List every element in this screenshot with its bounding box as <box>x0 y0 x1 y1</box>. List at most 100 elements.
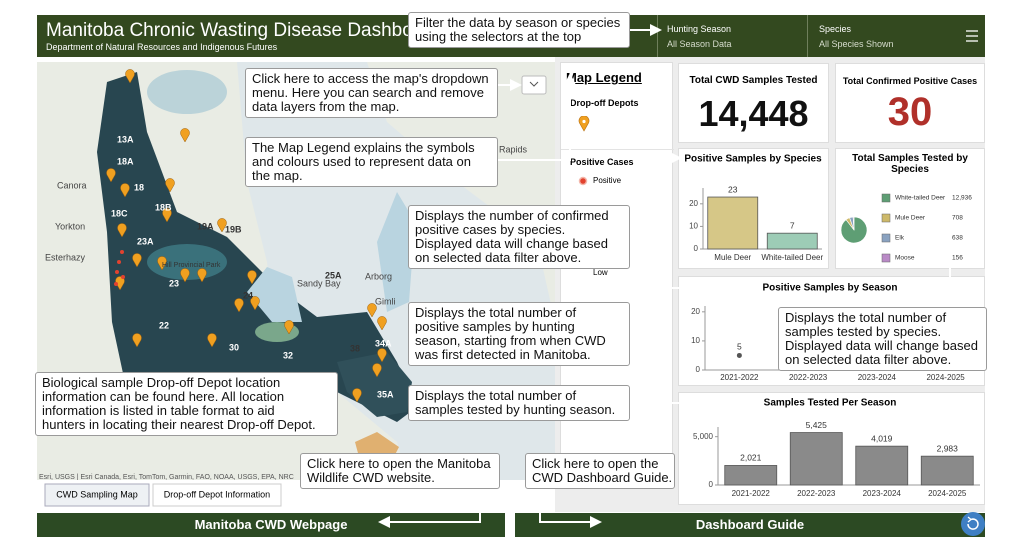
tab[interactable] <box>44 483 150 507</box>
lake <box>377 192 415 312</box>
positive-icon <box>578 176 588 186</box>
data-label: 4,019 <box>871 433 893 443</box>
map-label: 34A <box>375 338 392 348</box>
map-label: Esterhazy <box>45 252 86 262</box>
map-label: Canora <box>57 180 87 190</box>
kpi-title: Total Confirmed Positive Cases <box>842 76 978 86</box>
data-label: 5 <box>737 342 742 352</box>
depot-pin <box>120 183 130 198</box>
tab-label: CWD Sampling Map <box>56 489 138 499</box>
depot-pin <box>106 168 116 183</box>
depot-pin <box>352 388 362 403</box>
season-filter[interactable]: Hunting Season All Season Data <box>657 15 807 57</box>
legend-value: 708 <box>952 215 963 222</box>
kpi-title: Total CWD Samples Tested <box>689 75 818 86</box>
map-label: 19B <box>225 224 242 234</box>
depot-pin <box>284 320 294 335</box>
lake <box>247 267 302 322</box>
legend-swatch <box>881 253 891 263</box>
legend-swatch <box>881 193 891 203</box>
annotation-line: Displays the total number of <box>785 310 947 325</box>
legend-swatch <box>881 213 891 223</box>
map-label: 24 <box>243 290 253 300</box>
heat-spot <box>147 244 227 280</box>
annotation-line: positive cases by species. <box>415 222 566 237</box>
filter-value: All Season Data <box>667 39 732 49</box>
webpage-button[interactable]: Manitoba CWD Webpage <box>37 513 505 537</box>
map-label: 18B <box>155 202 172 212</box>
tab[interactable] <box>152 483 282 507</box>
map-label: 18C <box>111 208 128 218</box>
map-label: Hill Provincial Park <box>162 262 221 269</box>
x-tick-label: 2021-2022 <box>732 489 771 498</box>
annotation-line: Displayed data will change based <box>415 236 608 251</box>
bar <box>789 432 843 486</box>
depot-pin <box>372 363 382 378</box>
bar <box>855 445 909 486</box>
legend-label: White-tailed Deer <box>895 195 946 202</box>
annotation-line: Click here to access the map's dropdown <box>252 71 489 86</box>
depot-pin <box>247 270 257 285</box>
chart-card: Total Samples Tested by Species <box>835 148 985 269</box>
y-tick-label: 10 <box>691 336 700 345</box>
annotation-line: Wildlife CWD website. <box>307 470 435 485</box>
x-tick-label: Mule Deer <box>714 253 751 262</box>
annotation-line: samples tested by species. <box>785 324 942 339</box>
legend-label: Mule Deer <box>895 215 926 222</box>
annotation-line: information is listed in table format to… <box>42 403 275 418</box>
annotation-line: Biological sample Drop-off Depot locatio… <box>42 375 281 390</box>
menu-button[interactable] <box>959 15 985 57</box>
annotation-line: Click here to open the Manitoba <box>307 456 491 471</box>
depot-pin <box>250 296 260 311</box>
map-label: Arborg <box>365 271 392 281</box>
annotation-line: hunters in locating their nearest Drop-o… <box>42 417 316 432</box>
x-tick-label: 2023-2024 <box>863 489 902 498</box>
annotation-line: information can be found here. All locat… <box>42 389 285 404</box>
kpi-value: 14,448 <box>698 93 809 134</box>
depot-pin <box>377 348 387 363</box>
positive-case <box>114 282 118 286</box>
bar <box>920 455 974 486</box>
annotation-line: Filter the data by season or species <box>415 15 621 30</box>
pie-slice <box>852 216 855 231</box>
x-tick-label: 2023-2024 <box>858 373 897 382</box>
annotation-line: season, starting from when CWD <box>415 333 606 348</box>
annotation: Biological sample Drop-off Depot locatio… <box>35 372 338 436</box>
map-label: 30 <box>229 342 239 352</box>
data-label: 2,983 <box>937 443 959 453</box>
title: Manitoba Chronic Wasting Disease Dashboa… <box>46 20 441 41</box>
x-tick-label: White-tailed Deer <box>761 253 823 262</box>
legend-value: 12,936 <box>952 195 972 202</box>
annotation: Displays the total number of positive sam… <box>408 302 630 366</box>
map-dropdown[interactable] <box>521 75 547 95</box>
bar <box>724 465 778 486</box>
species-filter[interactable]: Species All Species Shown <box>807 15 959 57</box>
depot-pin <box>367 303 377 318</box>
chevron <box>529 81 539 87</box>
annotation: Filter the data by season or species usin… <box>408 12 630 48</box>
map-label: 22 <box>159 320 169 330</box>
depot-pin <box>117 223 127 238</box>
annotation-line: menu. Here you can search and remove <box>252 85 484 100</box>
annotation-line: Displays the total number of <box>415 305 577 320</box>
y-tick-label: 20 <box>689 199 698 208</box>
legend-value: 638 <box>952 235 963 242</box>
depot-icon <box>578 116 590 132</box>
depot-pin <box>157 256 167 271</box>
refresh-button[interactable] <box>960 511 986 537</box>
map-label: 13A <box>117 134 134 144</box>
depot-pin <box>234 298 244 313</box>
positive-case <box>120 250 124 254</box>
map-label: 23A <box>137 236 154 246</box>
depot-pin <box>165 178 175 193</box>
kpi-card: Total CWD Samples Tested 14,448 <box>678 63 829 143</box>
depot-pin <box>377 316 387 331</box>
annotation-line: using the selectors at the top <box>415 29 582 44</box>
y-tick-label: 0 <box>709 480 714 489</box>
x-tick-label: 2024-2025 <box>928 489 967 498</box>
positive-case <box>121 275 125 279</box>
depot-pins <box>106 69 387 423</box>
annotation: Click here to open the Manitoba Wildlife … <box>300 453 500 489</box>
